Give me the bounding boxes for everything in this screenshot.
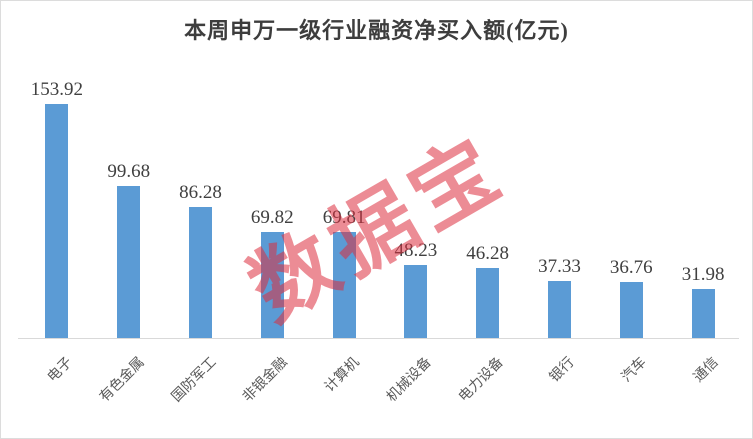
bar-column: 99.68 [93, 1, 165, 338]
category-label: 非银金融 [240, 355, 291, 406]
chart-title: 本周申万一级行业融资净买入额(亿元) [184, 18, 569, 43]
category-column: 电子 [21, 339, 93, 438]
category-label: 银行 [547, 355, 579, 386]
bar-value-label: 37.33 [538, 256, 581, 277]
bar [404, 265, 428, 338]
bar-value-label: 86.28 [179, 182, 222, 203]
bar [547, 281, 571, 338]
bar [117, 186, 141, 338]
bar-column: 69.82 [236, 1, 308, 338]
category-label: 通信 [691, 355, 722, 386]
category-label: 机械设备 [384, 355, 435, 406]
bar-column: 46.28 [452, 1, 524, 338]
category-label: 电子 [45, 355, 76, 386]
bar-value-label: 48.23 [394, 240, 438, 261]
bar [332, 232, 356, 338]
category-column: 计算机 [308, 339, 380, 438]
category-label: 汽车 [619, 355, 650, 386]
bar-value-label: 46.28 [466, 243, 510, 264]
bar-column: 69.81 [308, 1, 380, 338]
bar [45, 104, 69, 338]
bar-column: 153.92 [21, 1, 93, 338]
bar [476, 268, 500, 338]
category-column: 国防军工 [165, 339, 237, 438]
category-label: 国防军工 [168, 355, 220, 406]
bar-value-label: 31.98 [681, 264, 725, 285]
bar-column: 31.98 [667, 1, 739, 338]
bar-value-label: 36.76 [609, 257, 653, 278]
category-label: 计算机 [322, 355, 363, 396]
bar-column: 48.23 [380, 1, 452, 338]
bar-column: 37.33 [524, 1, 596, 338]
category-column: 通信 [667, 339, 739, 438]
bar-column: 36.76 [595, 1, 667, 338]
category-column: 银行 [524, 339, 596, 438]
category-column: 有色金属 [93, 339, 165, 438]
category-label: 电力设备 [456, 355, 507, 406]
category-column: 汽车 [595, 339, 667, 438]
bar-column: 86.28 [165, 1, 237, 338]
category-column: 非银金融 [236, 339, 308, 438]
bar-value-label: 99.68 [107, 161, 151, 182]
category-column: 电力设备 [452, 339, 524, 438]
bar-value-label: 69.81 [322, 207, 366, 228]
category-column: 机械设备 [380, 339, 452, 438]
bar [188, 207, 212, 338]
x-axis-labels: 电子 有色金属 国防军工 非银金融 计算机 机械设备 电力设备 银行 汽车 通信 [21, 339, 739, 438]
bar-value-label: 69.82 [250, 207, 294, 228]
bar-value-label: 153.92 [30, 79, 84, 100]
bar [691, 289, 715, 338]
plot-area: 153.92 99.68 86.28 69.82 69.81 48.23 46.28 37.3… [21, 1, 739, 338]
category-label: 有色金属 [97, 355, 148, 406]
bar [619, 282, 643, 338]
bar [260, 232, 284, 338]
x-axis-line [18, 338, 739, 339]
